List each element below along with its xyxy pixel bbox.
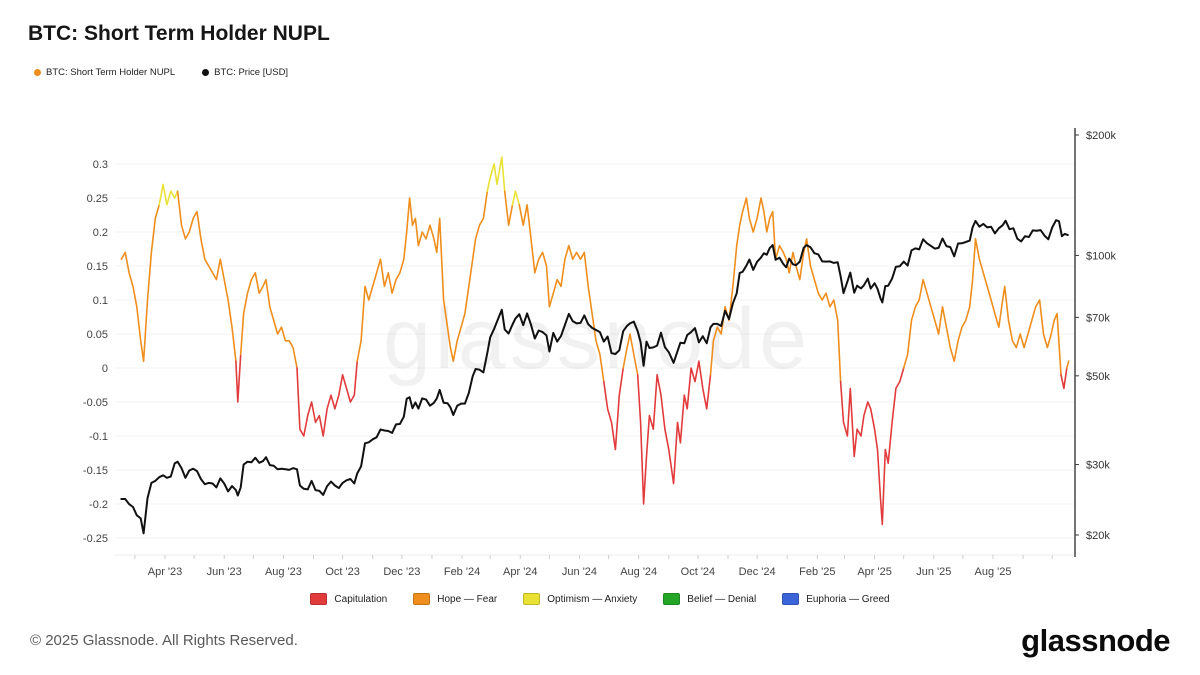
svg-text:0.05: 0.05 [87,329,108,341]
svg-text:Aug '25: Aug '25 [975,566,1012,578]
band-legend-item-0: Capitulation [310,593,387,605]
svg-text:-0.05: -0.05 [83,397,108,409]
svg-text:Jun '24: Jun '24 [562,566,597,578]
band-legend-label: Belief — Denial [687,593,757,605]
series-lines [120,156,1070,535]
band-legend-item-3: Belief — Denial [663,593,756,605]
series-legend-label: BTC: Short Term Holder NUPL [46,67,176,78]
svg-text:-0.15: -0.15 [83,465,108,477]
svg-text:-0.1: -0.1 [89,431,108,443]
series-legend-label: BTC: Price [USD] [214,67,289,78]
band-legend-item-4: Euphoria — Greed [782,593,890,605]
svg-text:-0.25: -0.25 [83,533,108,545]
band-swatch-icon [782,593,800,605]
band-swatch-icon [413,593,431,605]
band-legend: Capitulation Hope — Fear Optimism — Anxiet… [0,593,1200,605]
svg-text:Jun '23: Jun '23 [207,566,242,578]
svg-text:Dec '24: Dec '24 [739,566,776,578]
svg-text:$70k: $70k [1086,312,1110,324]
band-legend-label: Euphoria — Greed [806,593,890,605]
svg-text:Aug '23: Aug '23 [265,566,302,578]
series-dot-icon [34,69,41,76]
svg-text:Oct '23: Oct '23 [325,566,360,578]
price-line [120,219,1069,535]
left-axis-labels: 0.3 0.25 0.2 0.15 0.1 0.05 0 -0.05 -0.1 -0.15 -0.2… [83,159,108,545]
band-legend-item-1: Hope — Fear [413,593,497,605]
svg-text:Apr '25: Apr '25 [857,566,892,578]
band-swatch-icon [663,593,681,605]
svg-text:Feb '25: Feb '25 [799,566,835,578]
band-legend-label: Optimism — Anxiety [547,593,638,605]
glassnode-logo: glassnode [1021,623,1170,658]
band-legend-item-2: Optimism — Anxiety [523,593,637,605]
series-legend: BTC: Short Term Holder NUPL BTC: Price [U… [34,67,288,78]
x-axis: Apr '23 Jun '23 Aug '23 Oct '23 Dec '23 Feb '… [134,555,1053,578]
svg-text:$20k: $20k [1086,530,1110,542]
series-legend-item-0[interactable]: BTC: Short Term Holder NUPL [34,67,175,78]
right-axis: $200k $100k $70k $50k $30k $20k [1074,128,1116,557]
svg-text:Feb '24: Feb '24 [444,566,480,578]
svg-text:0.1: 0.1 [93,295,108,307]
svg-text:Dec '23: Dec '23 [383,566,420,578]
series-legend-item-1[interactable]: BTC: Price [USD] [202,67,288,78]
nupl-line [120,156,1070,526]
svg-text:0.25: 0.25 [87,193,108,205]
band-legend-label: Capitulation [334,593,388,605]
svg-text:$50k: $50k [1086,371,1110,383]
svg-text:Oct '24: Oct '24 [681,566,716,578]
band-legend-label: Hope — Fear [437,593,498,605]
svg-text:$30k: $30k [1086,460,1110,472]
svg-text:0.15: 0.15 [87,261,108,273]
copyright-text: © 2025 Glassnode. All Rights Reserved. [30,632,298,649]
glassnode-watermark: glassnode [383,291,811,387]
svg-text:$200k: $200k [1086,130,1116,142]
band-swatch-icon [310,593,328,605]
svg-text:-0.2: -0.2 [89,499,108,511]
band-swatch-icon [523,593,541,605]
svg-text:Apr '23: Apr '23 [148,566,183,578]
svg-text:Jun '25: Jun '25 [916,566,951,578]
series-dot-icon [202,69,210,76]
svg-text:Aug '24: Aug '24 [620,566,657,578]
page-title: BTC: Short Term Holder NUPL [28,22,330,45]
svg-text:0.2: 0.2 [93,227,108,239]
svg-text:$100k: $100k [1086,250,1116,262]
svg-text:0: 0 [102,363,108,375]
svg-text:Apr '24: Apr '24 [503,566,538,578]
svg-text:0.3: 0.3 [93,159,108,171]
